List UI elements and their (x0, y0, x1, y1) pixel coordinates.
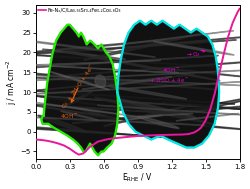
Ellipse shape (84, 33, 200, 60)
Ellipse shape (68, 91, 92, 105)
Ellipse shape (95, 75, 106, 88)
Ellipse shape (122, 31, 234, 44)
Ellipse shape (107, 31, 250, 49)
Polygon shape (117, 21, 219, 147)
Ellipse shape (0, 68, 250, 82)
Ellipse shape (126, 115, 162, 120)
Ellipse shape (0, 56, 218, 73)
Ellipse shape (0, 122, 146, 136)
Ellipse shape (0, 38, 182, 59)
Ellipse shape (6, 101, 177, 128)
Ellipse shape (72, 100, 250, 123)
Legend: Fe-Nₓ/C/La₀.₅₆Sr₀.₄Fe₀.₂Co₀.₈O₃: Fe-Nₓ/C/La₀.₅₆Sr₀.₄Fe₀.₂Co₀.₈O₃ (37, 6, 122, 13)
Ellipse shape (50, 72, 110, 90)
Ellipse shape (0, 69, 250, 88)
Ellipse shape (124, 114, 193, 118)
Ellipse shape (0, 85, 235, 104)
Text: 4OH$^-$: 4OH$^-$ (60, 112, 79, 120)
Ellipse shape (38, 115, 86, 132)
Ellipse shape (42, 49, 126, 60)
Ellipse shape (82, 77, 172, 90)
Polygon shape (42, 25, 118, 155)
Ellipse shape (31, 95, 136, 110)
Ellipse shape (0, 45, 220, 67)
Ellipse shape (0, 86, 250, 110)
Ellipse shape (161, 102, 246, 109)
Ellipse shape (0, 60, 161, 67)
Ellipse shape (138, 116, 179, 129)
Ellipse shape (176, 113, 239, 121)
Ellipse shape (90, 116, 250, 130)
Ellipse shape (0, 74, 112, 83)
X-axis label: E$_{\mathrm{RHE}}$ / V: E$_{\mathrm{RHE}}$ / V (122, 172, 153, 184)
Ellipse shape (0, 122, 168, 137)
Ellipse shape (0, 68, 216, 90)
Y-axis label: j / mA cm$^{-2}$: j / mA cm$^{-2}$ (5, 59, 19, 105)
Ellipse shape (0, 81, 249, 101)
Ellipse shape (0, 36, 156, 57)
Ellipse shape (0, 40, 236, 60)
Ellipse shape (14, 64, 179, 73)
Ellipse shape (10, 99, 141, 117)
Ellipse shape (153, 41, 234, 55)
Ellipse shape (67, 59, 250, 75)
Ellipse shape (62, 51, 220, 81)
Text: + 2H$_2$O + 4e$^-$: + 2H$_2$O + 4e$^-$ (150, 77, 189, 85)
Text: O$_2$ + 2H$_2$O + 4e$^-$: O$_2$ + 2H$_2$O + 4e$^-$ (60, 62, 98, 111)
Text: $\rightarrow$O$_2$: $\rightarrow$O$_2$ (185, 50, 204, 59)
Ellipse shape (154, 67, 248, 77)
Ellipse shape (108, 86, 187, 99)
Ellipse shape (0, 115, 205, 125)
Ellipse shape (119, 99, 196, 118)
Ellipse shape (74, 107, 115, 119)
Ellipse shape (61, 111, 98, 120)
Ellipse shape (97, 105, 250, 119)
Ellipse shape (0, 102, 165, 113)
Text: 4OH$^-$: 4OH$^-$ (162, 66, 181, 74)
Ellipse shape (170, 98, 250, 115)
Ellipse shape (95, 97, 213, 124)
Ellipse shape (104, 105, 190, 126)
Ellipse shape (0, 74, 194, 102)
